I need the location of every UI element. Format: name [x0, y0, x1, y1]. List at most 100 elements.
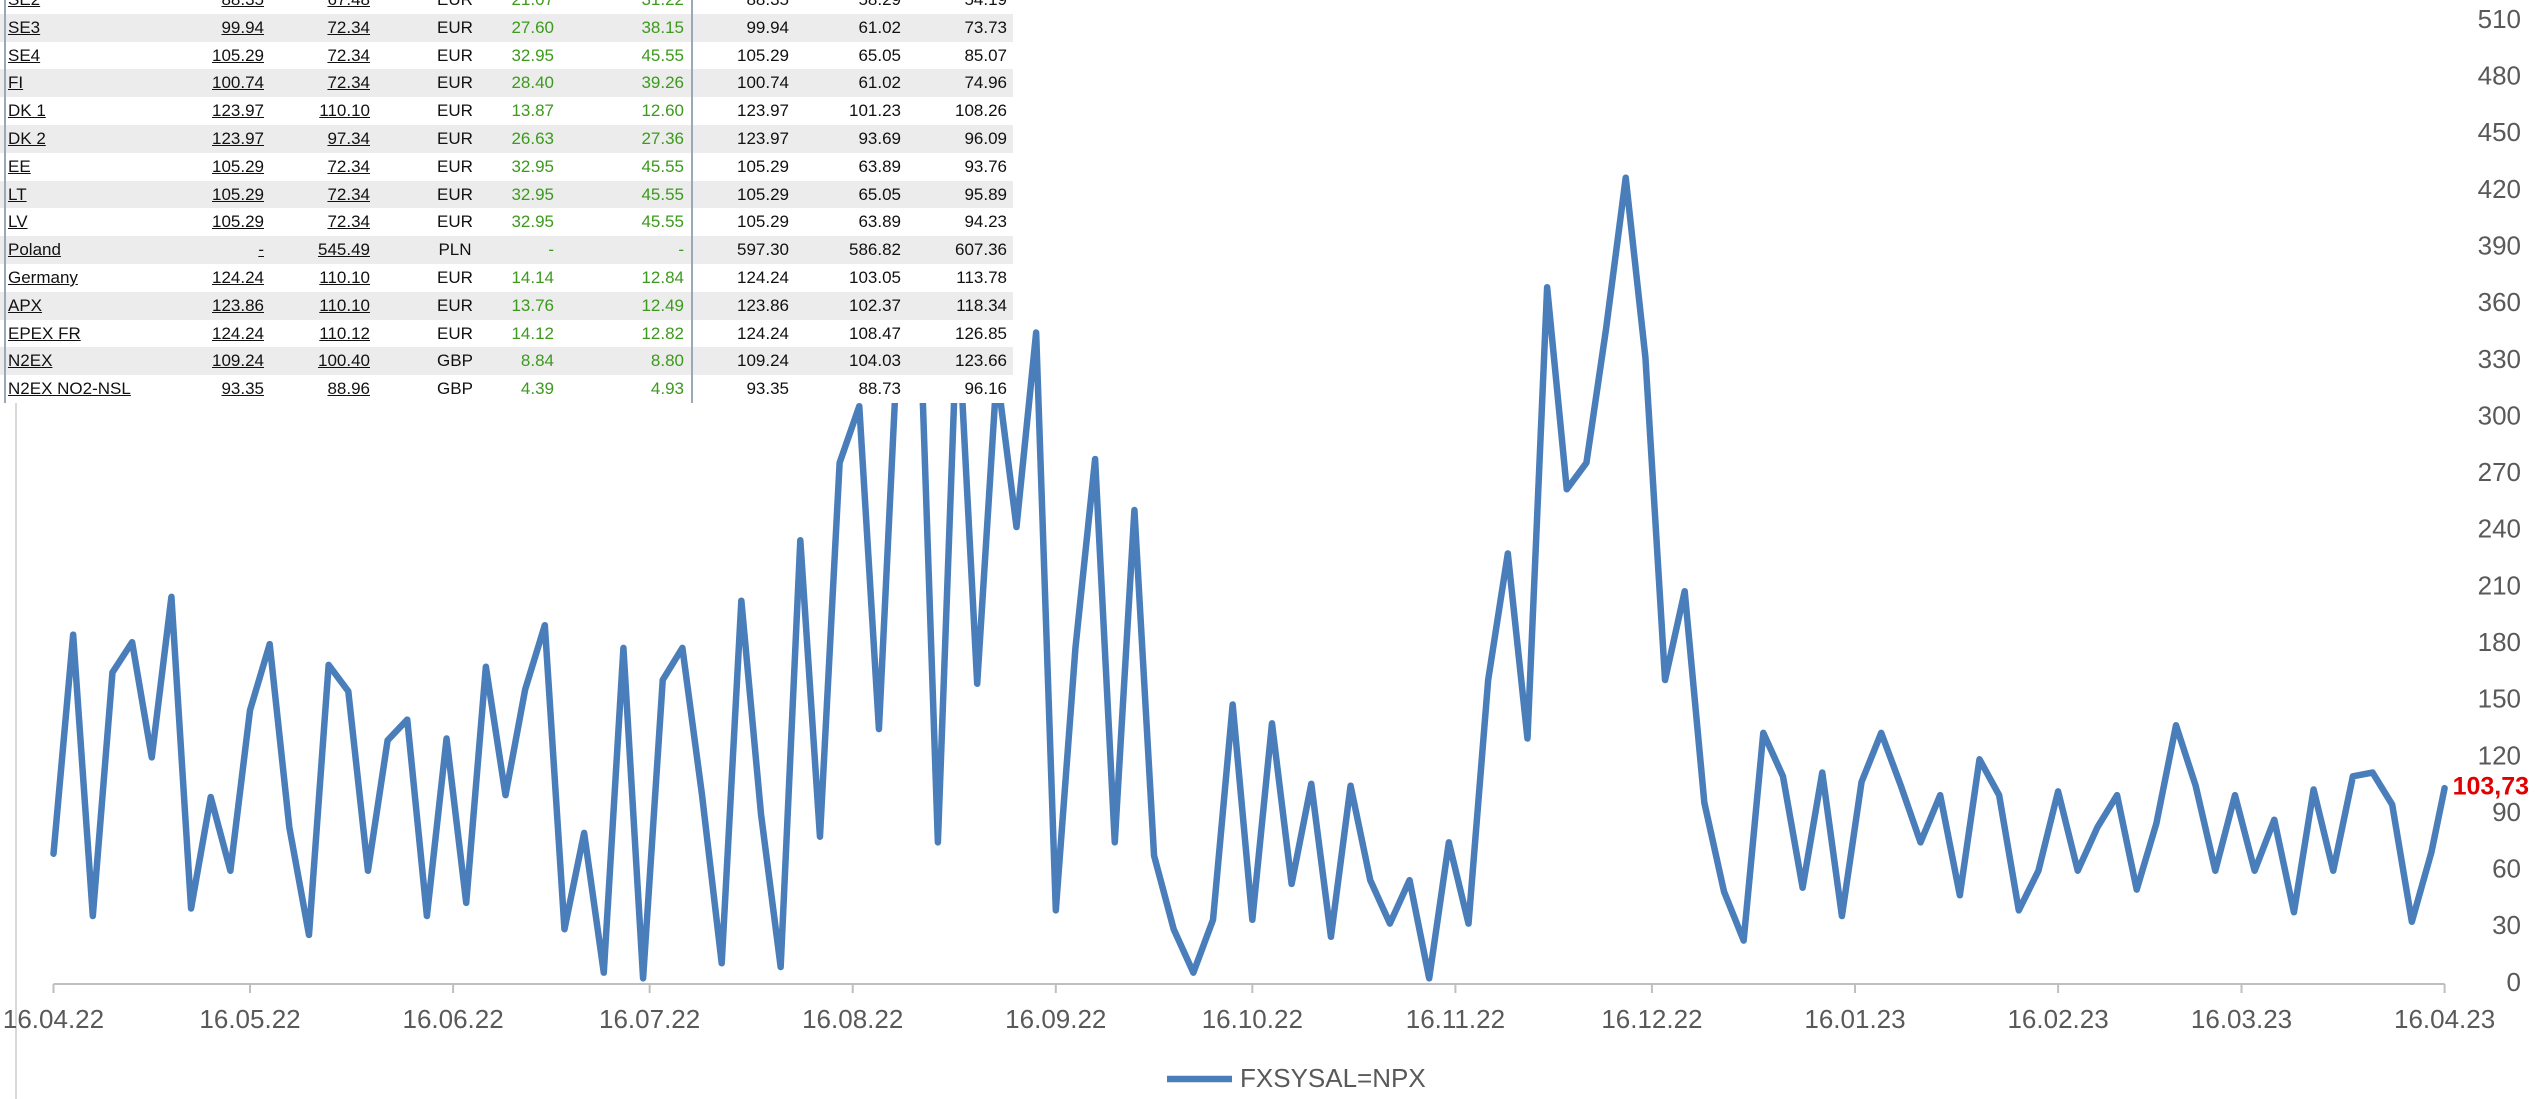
y-tick-label: 60: [2492, 854, 2521, 884]
y-tick-label: 360: [2478, 287, 2521, 317]
table-cell: 73.73: [964, 17, 1007, 37]
table-cell: 93.35: [221, 379, 264, 399]
table-cell: 88.35: [164, 0, 264, 14]
table-cell: 124.24: [212, 323, 264, 343]
table-cell: 88.73: [858, 379, 901, 399]
table-cell: 14.14: [511, 268, 554, 287]
table-cell: N2EX: [8, 351, 53, 371]
y-tick-label: 150: [2478, 684, 2521, 714]
table-cell: 12.84: [641, 268, 684, 287]
table-cell: 72.34: [327, 45, 370, 65]
x-tick-label: 16.07.22: [599, 1004, 700, 1034]
table-cell: GBP: [437, 379, 473, 399]
table-cell: 32.95: [511, 156, 554, 176]
table-cell: DK 2: [8, 129, 46, 148]
y-tick-label: 240: [2478, 514, 2521, 544]
table-row: N2EX 109.24 100.40 GBP 8.84 8.80 109.24 104.03 1…: [0, 347, 1013, 376]
table-cell: 113.78: [956, 268, 1007, 287]
table-cell: 102.37: [849, 295, 901, 315]
x-tick-label: 16.11.22: [1406, 1004, 1505, 1034]
table-cell: SE4: [8, 45, 41, 65]
y-tick-label: 0: [2507, 967, 2521, 997]
table-cell: 96.16: [964, 379, 1007, 399]
table-cell: EUR: [437, 295, 473, 315]
table-cell: 109.24: [212, 351, 264, 371]
table-cell: 118.34: [956, 295, 1007, 315]
table-border: [4, 0, 6, 403]
table-row: SE4 105.29 72.34 EUR 32.95 45.55 105.29 65.05 85…: [0, 42, 1013, 70]
table-row: APX 123.86 110.10 EUR 13.76 12.49 123.86 102.37…: [0, 291, 1013, 320]
table-cell: 108.47: [849, 323, 901, 343]
table-cell: 4.39: [520, 379, 554, 399]
table-row: LT 105.29 72.34 EUR 32.95 45.55 105.29 65.05 95.…: [0, 180, 1013, 209]
table-cell: 28.40: [511, 73, 554, 93]
table-cell: 110.10: [319, 101, 370, 121]
table-cell: 72.34: [327, 184, 370, 204]
table-cell: 99.94: [746, 17, 789, 37]
table-cell: 12.82: [641, 323, 684, 343]
x-tick-label: 16.10.22: [1202, 1004, 1303, 1034]
table-row: DK 1 123.97 110.10 EUR 13.87 12.60 123.97 101.2…: [0, 97, 1013, 125]
table-cell: 88.35: [689, 0, 789, 14]
table-cell: 8.84: [520, 351, 554, 371]
y-tick-label: 510: [2478, 4, 2521, 34]
table-cell: 123.97: [212, 129, 264, 148]
table-cell: EUR: [437, 184, 473, 204]
table-cell: 104.03: [849, 351, 901, 371]
x-tick-label: 16.01.23: [1804, 1004, 1905, 1034]
table-cell: 123.66: [955, 351, 1007, 371]
table-cell: 72.34: [327, 156, 370, 176]
y-tick-label: 450: [2478, 117, 2521, 147]
table-row: SE288.3567.48EUR21.0731.2288.3558.2954.1…: [0, 0, 1013, 14]
table-cell: EPEX FR: [8, 323, 81, 343]
table-cell: 27.36: [641, 129, 684, 148]
table-cell: LV: [8, 212, 28, 232]
table-row: Germany 124.24 110.10 EUR 14.14 12.84 124.24 10…: [0, 264, 1013, 292]
table-cell: 597.30: [737, 240, 789, 260]
table-cell: 110.12: [319, 323, 370, 343]
table-cell: 45.55: [641, 184, 684, 204]
table-cell: 105.29: [212, 212, 264, 232]
table-cell: 93.35: [746, 379, 789, 399]
table-cell: 96.09: [964, 129, 1007, 148]
table-cell: 124.24: [212, 268, 264, 287]
table-cell: 27.60: [511, 17, 554, 37]
table-cell: 100.74: [737, 73, 789, 93]
table-cell: -: [548, 240, 554, 260]
table-cell: 74.96: [964, 73, 1007, 93]
table-cell: 93.76: [964, 156, 1007, 176]
table-cell: EUR: [437, 17, 473, 37]
table-cell: EUR: [437, 268, 473, 287]
table-cell: SE3: [8, 17, 41, 37]
table-cell: 105.29: [737, 212, 789, 232]
table-cell: 101.23: [849, 101, 901, 121]
table-cell: EUR: [437, 156, 473, 176]
table-cell: 63.89: [858, 156, 901, 176]
table-cell: 105.29: [737, 184, 789, 204]
y-tick-label: 90: [2492, 797, 2521, 827]
table-cell: 45.55: [641, 212, 684, 232]
table-row: FI 100.74 72.34 EUR 28.40 39.26 100.74 61.02 74.…: [0, 69, 1013, 98]
table-cell: PLN: [438, 240, 472, 260]
table-cell: 61.02: [858, 17, 901, 37]
x-tick-label: 16.08.22: [802, 1004, 903, 1034]
table-cell: 100.74: [212, 73, 264, 93]
x-tick-label: 16.09.22: [1005, 1004, 1106, 1034]
table-cell: 95.89: [964, 184, 1007, 204]
x-tick-label: 16.06.22: [402, 1004, 503, 1034]
series-line: [50, 174, 2448, 982]
table-cell: -: [678, 240, 684, 260]
table-cell: 58.29: [801, 0, 901, 14]
table-cell: DK 1: [8, 101, 46, 121]
table-cell: 12.49: [641, 295, 684, 315]
table-cell: 32.95: [511, 212, 554, 232]
table-cell: 105.29: [212, 184, 264, 204]
y-tick-label: 330: [2478, 344, 2521, 374]
table-cell: 123.86: [212, 295, 264, 315]
table-cell: 85.07: [964, 45, 1007, 65]
table-cell: 100.40: [318, 351, 370, 371]
table-cell: 99.94: [221, 17, 264, 37]
table-cell: 72.34: [327, 212, 370, 232]
table-row: DK 2 123.97 97.34 EUR 26.63 27.36 123.97 93.69 9…: [0, 125, 1013, 153]
